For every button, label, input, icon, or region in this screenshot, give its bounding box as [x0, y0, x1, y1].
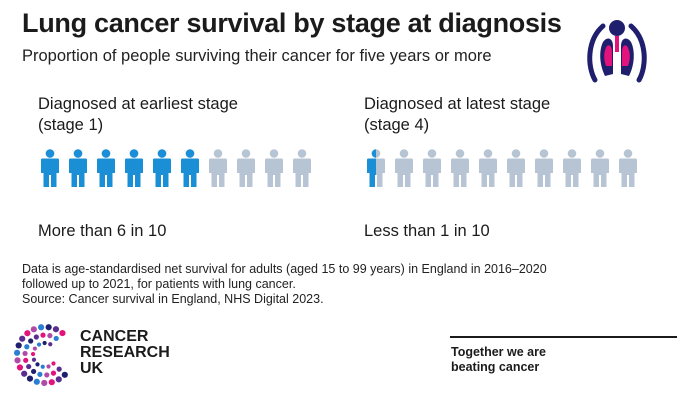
- person-icon: [41, 149, 59, 187]
- data-note-line2: followed up to 2021, for patients with l…: [22, 277, 296, 291]
- person-icon: [479, 149, 497, 187]
- person-icon: [423, 149, 441, 187]
- person-icon: [619, 149, 637, 187]
- logo-line1: CANCER: [80, 328, 149, 345]
- person-icon: [237, 149, 255, 187]
- person-icon: [591, 149, 609, 187]
- earliest-stage-heading: Diagnosed at earliest stage (stage 1): [38, 94, 298, 136]
- lungs-icon: [583, 16, 651, 84]
- person-icon: [367, 149, 385, 187]
- person-icon: [209, 149, 227, 187]
- earliest-stage-caption: More than 6 in 10: [38, 222, 167, 240]
- latest-stage-people: [364, 149, 640, 187]
- logo-line3: UK: [80, 360, 104, 377]
- tagline-divider: [450, 336, 677, 338]
- tagline-line2: beating cancer: [451, 360, 540, 374]
- infographic-title: Lung cancer survival by stage at diagnos…: [22, 8, 562, 38]
- person-icon: [125, 149, 143, 187]
- person-icon: [153, 149, 171, 187]
- latest-stage-caption: Less than 1 in 10: [364, 222, 490, 240]
- person-icon: [97, 149, 115, 187]
- person-icon: [181, 149, 199, 187]
- tagline-line1: Together we are: [451, 345, 546, 359]
- person-icon: [293, 149, 311, 187]
- person-icon: [451, 149, 469, 187]
- person-icon: [395, 149, 413, 187]
- data-note-line1: Data is age-standardised net survival fo…: [22, 262, 547, 276]
- cancer-research-uk-logo-icon: [13, 324, 68, 387]
- latest-stage-heading-line1: Diagnosed at latest stage: [364, 95, 551, 113]
- person-icon: [265, 149, 283, 187]
- person-icon: [535, 149, 553, 187]
- person-icon: [563, 149, 581, 187]
- latest-stage-group: Diagnosed at latest stage (stage 4) Less…: [364, 94, 637, 240]
- logo-line2: RESEARCH: [80, 344, 170, 361]
- logo-wordmark: CANCER RESEARCH UK: [80, 329, 170, 377]
- latest-stage-heading-line2: (stage 4): [364, 116, 430, 134]
- tagline: Together we are beating cancer: [451, 345, 546, 375]
- person-icon: [69, 149, 87, 187]
- latest-stage-heading: Diagnosed at latest stage (stage 4): [364, 94, 624, 136]
- earliest-stage-heading-line2: (stage 1): [38, 116, 104, 134]
- person-icon: [507, 149, 525, 187]
- earliest-stage-heading-line1: Diagnosed at earliest stage: [38, 95, 238, 113]
- data-source: Source: Cancer survival in England, NHS …: [22, 292, 324, 306]
- data-note: Data is age-standardised net survival fo…: [22, 262, 662, 307]
- earliest-stage-people: [38, 149, 314, 187]
- infographic-subtitle: Proportion of people surviving their can…: [22, 47, 492, 65]
- earliest-stage-group: Diagnosed at earliest stage (stage 1) Mo…: [38, 94, 311, 240]
